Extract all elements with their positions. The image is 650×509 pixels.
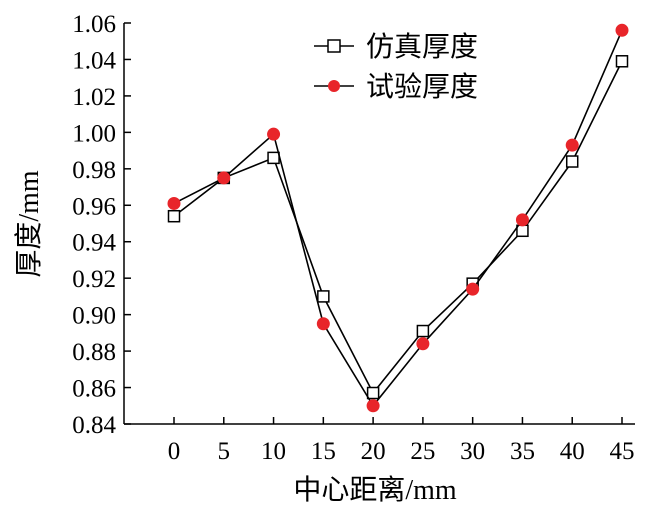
x-ticks: 0 5 10 15 20 25 30 35 40 45: [168, 417, 635, 465]
y-tick-label: 1.02: [72, 84, 116, 111]
data-point-circle: [615, 23, 629, 37]
x-tick-label: 35: [510, 438, 535, 465]
legend-item-exp: 试验厚度: [314, 71, 478, 103]
y-tick-label: 0.96: [72, 193, 116, 220]
y-tick-label: 0.86: [72, 376, 116, 403]
y-tick-label: 0.90: [72, 303, 116, 330]
x-tick-label: 5: [218, 438, 231, 465]
data-point-circle: [416, 337, 430, 351]
x-tick-label: 45: [610, 438, 635, 465]
legend-label-exp: 试验厚度: [366, 71, 478, 103]
data-point-circle: [565, 138, 579, 152]
data-point-circle: [167, 196, 181, 210]
series-line: [173, 29, 623, 408]
series-line: [173, 60, 623, 395]
y-tick-label: 1.06: [72, 11, 116, 38]
series-2: [167, 23, 629, 413]
legend-marker-sim: [327, 39, 341, 53]
x-tick-label: 10: [261, 438, 286, 465]
data-point-circle: [366, 399, 380, 413]
y-tick-label: 0.84: [72, 412, 116, 439]
data-point-circle: [515, 213, 529, 227]
data-point-square: [565, 155, 579, 168]
axes: [123, 23, 635, 425]
series-1: [167, 55, 629, 400]
x-tick-label: 20: [361, 438, 386, 465]
data-point-square: [516, 224, 529, 238]
data-point-square: [167, 209, 181, 223]
legend-item-sim: 仿真厚度: [314, 31, 478, 63]
data-point-circle: [316, 317, 330, 331]
x-tick-label: 30: [460, 438, 485, 465]
y-tick-label: 0.92: [72, 266, 116, 293]
y-tick-label: 0.94: [72, 230, 116, 257]
x-tick-label: 15: [311, 438, 336, 465]
y-tick-label: 1.00: [72, 120, 116, 147]
legend: 仿真厚度 试验厚度: [314, 31, 478, 103]
x-tick-label: 25: [410, 438, 435, 465]
y-axis-title: 厚度/mm: [13, 170, 45, 278]
data-point-square: [416, 324, 430, 338]
data-point-square: [366, 386, 380, 400]
series-layer: [167, 23, 629, 413]
x-axis-title: 中心距离/mm: [293, 474, 457, 506]
legend-marker-exp: [328, 80, 340, 92]
data-point-circle: [217, 171, 231, 185]
data-point-circle: [466, 282, 480, 296]
y-ticks: 0.84 0.86 0.88 0.90 0.92 0.94 0.96 0.98 1.00 1.02…: [72, 11, 131, 439]
data-point-square: [267, 151, 280, 165]
y-tick-label: 1.04: [72, 47, 116, 74]
y-tick-label: 0.98: [72, 157, 116, 184]
data-point-square: [317, 290, 330, 303]
x-tick-label: 0: [168, 438, 181, 465]
data-point-square: [615, 55, 629, 68]
legend-label-sim: 仿真厚度: [366, 31, 478, 63]
x-tick-label: 40: [560, 438, 585, 465]
y-tick-label: 0.88: [72, 339, 116, 366]
data-point-circle: [267, 127, 281, 141]
